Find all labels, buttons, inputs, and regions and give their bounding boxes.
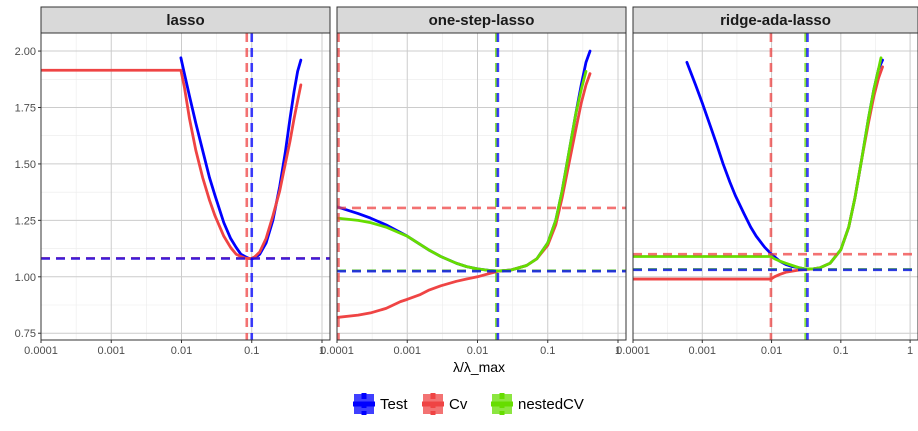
y-tick-label: 0.75	[15, 328, 36, 340]
panel-data	[337, 33, 626, 340]
x-tick-label: 0.01	[467, 345, 488, 357]
legend-label: nestedCV	[518, 396, 584, 413]
y-tick-label: 1.50	[15, 159, 36, 171]
x-tick-label: 0.0001	[24, 345, 58, 357]
panel-background	[633, 33, 918, 340]
series-line-cv	[337, 72, 592, 319]
x-tick-label: 0.1	[244, 345, 259, 357]
legend-label: Test	[380, 396, 408, 413]
x-tick-label: 0.0001	[616, 345, 650, 357]
x-tick-label: 0.1	[540, 345, 555, 357]
legend-item-cv: Cv	[422, 393, 468, 415]
facet-strip	[632, 6, 918, 34]
plot-area: lasso 0.0001 0.001 0.01 0.1 1 0.75 1.00 1.25 1.50…	[15, 6, 918, 357]
x-tick-label: 0.001	[689, 345, 717, 357]
x-tick-label: 0.1	[833, 345, 848, 357]
facet-panel-2: ridge-ada-lasso 0.0001 0.001 0.01 0.1 1	[616, 6, 918, 357]
x-tick-label: 0.01	[761, 345, 782, 357]
x-tick-label: 0.001	[393, 345, 421, 357]
x-tick-label: 0.0001	[320, 345, 354, 357]
panel-data	[633, 33, 918, 340]
x-axis-title: λ/λ_max	[453, 359, 505, 375]
x-tick-label: 1	[615, 345, 621, 357]
y-tick-label: 2.00	[15, 46, 36, 58]
facet-panel-0: lasso 0.0001 0.001 0.01 0.1 1 0.75 1.00 1.25 1.50…	[15, 6, 331, 357]
x-tick-label: 0.01	[171, 345, 192, 357]
legend-item-nestedcv: nestedCV	[491, 393, 584, 415]
facet-title: ridge-ada-lasso	[720, 12, 831, 29]
y-tick-label: 1.25	[15, 215, 36, 227]
facet-strip	[336, 6, 627, 34]
panel-border	[336, 32, 627, 341]
series-line-cv	[41, 68, 303, 260]
legend-label: Cv	[449, 396, 468, 413]
facet-title: lasso	[166, 12, 204, 29]
legend-item-test: Test	[353, 393, 408, 415]
facet-panel-1: one-step-lasso 0.0001 0.001 0.01 0.1 1	[320, 6, 627, 357]
panel-data	[41, 33, 330, 340]
legend: Test Cv nestedCV	[353, 393, 584, 415]
facet-strip	[40, 6, 331, 34]
panel-border	[632, 32, 918, 341]
panel-border	[40, 32, 331, 341]
y-tick-label: 1.00	[15, 272, 36, 284]
panel-background	[337, 33, 626, 340]
y-tick-label: 1.75	[15, 102, 36, 114]
x-tick-label: 0.001	[97, 345, 125, 357]
x-tick-label: 1	[319, 345, 325, 357]
x-tick-label: 1	[907, 345, 913, 357]
facet-title: one-step-lasso	[429, 12, 535, 29]
